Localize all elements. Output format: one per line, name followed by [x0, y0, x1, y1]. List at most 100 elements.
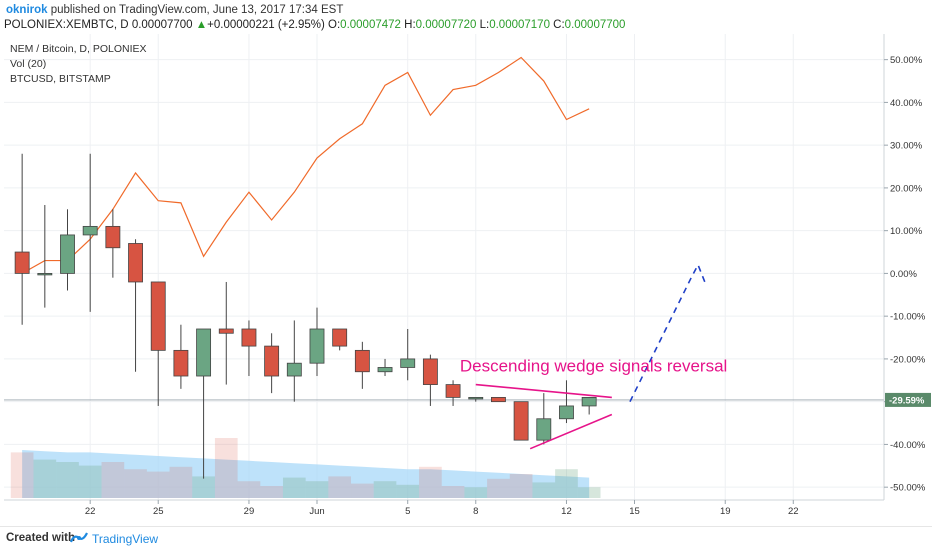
- current-price-tag: [885, 392, 931, 407]
- projection-arrow: [629, 262, 706, 403]
- volume-bar: [305, 481, 329, 498]
- footer: Created with TradingView: [0, 526, 932, 551]
- x-tick-label: 29: [244, 506, 255, 517]
- candle-body: [581, 396, 597, 407]
- volume-bar: [282, 477, 306, 498]
- volume-bar: [487, 478, 510, 498]
- candle-body: [491, 396, 506, 403]
- candle-body: [150, 281, 166, 351]
- candle-body: [14, 251, 30, 274]
- volume-bar: [419, 466, 442, 498]
- y-tick-label: -40.00%: [890, 440, 926, 451]
- up-arrow-icon: ▲: [195, 19, 208, 31]
- candle-body: [559, 405, 574, 420]
- volume-bar: [192, 476, 215, 498]
- x-tick-label: 19: [720, 506, 731, 517]
- chart-header: oknirok published on TradingView.com, Ju…: [0, 0, 932, 34]
- volume-bar: [33, 459, 57, 498]
- y-tick-label: -50.00%: [890, 483, 926, 494]
- candle-body: [82, 225, 98, 236]
- candle-body: [468, 396, 484, 400]
- author-link[interactable]: oknirok: [6, 4, 48, 16]
- volume-bar: [464, 487, 488, 498]
- volume-bar: [78, 465, 102, 498]
- y-tick-label: 0.00%: [890, 269, 917, 280]
- y-tick-label: 40.00%: [890, 98, 923, 109]
- volume-bar: [260, 486, 283, 498]
- volume-bar: [237, 481, 261, 498]
- wedge-lower-line: [529, 413, 613, 450]
- close-value: 0.00007700: [564, 19, 626, 31]
- volume-bar: [10, 452, 34, 498]
- candle-body: [309, 328, 325, 364]
- legend-item: BTCUSD, BITSTAMP: [10, 73, 111, 85]
- candle-body: [173, 349, 189, 377]
- volume-bar: [124, 469, 147, 498]
- publish-info: published on TradingView.com, June 13, 2…: [50, 4, 344, 16]
- tradingview-link[interactable]: TradingView: [92, 532, 159, 546]
- open-label: O:: [328, 19, 341, 31]
- price-chart[interactable]: Descending wedge signals reversal NEM / B…: [0, 34, 932, 526]
- y-tick-label: 50.00%: [890, 55, 923, 66]
- candle-body: [196, 328, 212, 377]
- legend-item: NEM / Bitcoin, D, POLONIEX: [10, 43, 147, 55]
- current-price-label: -29.59%: [889, 395, 925, 406]
- volume-bar: [169, 466, 193, 498]
- y-tick-label: 20.00%: [890, 183, 923, 194]
- x-tick-label: 15: [629, 506, 640, 517]
- candle-body: [37, 273, 53, 276]
- volume-bar: [214, 438, 238, 498]
- candle-body: [377, 367, 393, 373]
- volume-bar: [56, 462, 79, 498]
- volume-bar: [351, 483, 374, 498]
- candle-body: [128, 243, 143, 283]
- volume-bar: [373, 481, 397, 498]
- symbol-label: POLONIEX:XEMBTC, D: [4, 19, 129, 31]
- y-tick-label: 30.00%: [890, 141, 923, 152]
- btcusd-line: [21, 56, 590, 274]
- x-tick-label: 22: [788, 506, 799, 517]
- candle-body: [286, 362, 302, 377]
- y-tick-label: -20.00%: [890, 354, 926, 365]
- wedge-upper-line: [475, 383, 612, 399]
- volume-bar: [577, 487, 601, 498]
- x-tick-label: Jun: [309, 506, 324, 517]
- y-tick-label: 10.00%: [890, 226, 923, 237]
- volume-bar: [555, 469, 578, 498]
- volume-bar: [532, 482, 556, 498]
- ohlc-line: POLONIEX:XEMBTC, D 0.00007700 ▲+0.000002…: [4, 19, 625, 31]
- volume-ma-area: [22, 450, 590, 498]
- candle-body: [60, 234, 75, 274]
- volume-bar: [441, 486, 465, 498]
- low-value: 0.00007170: [489, 19, 550, 31]
- last-price: 0.00007700: [131, 19, 193, 31]
- candle-body: [400, 358, 416, 368]
- candle-body: [536, 418, 552, 441]
- x-tick-label: 5: [405, 506, 410, 517]
- volume-bar: [509, 474, 533, 498]
- low-label: L:: [479, 19, 490, 31]
- x-tick-label: 22: [85, 506, 96, 517]
- x-tick-label: 25: [153, 506, 164, 517]
- x-tick-label: 8: [473, 506, 478, 517]
- tradingview-logo-icon: [69, 531, 88, 550]
- volume-bar: [146, 471, 170, 498]
- publish-line: oknirok published on TradingView.com, Ju…: [6, 4, 343, 16]
- high-label: H:: [404, 19, 416, 31]
- y-tick-label: -10.00%: [890, 312, 926, 323]
- created-with-label: Created with: [6, 532, 76, 544]
- legend-item: Vol (20): [10, 58, 46, 70]
- candle-body: [332, 328, 348, 347]
- candle-body: [513, 401, 529, 441]
- candle-body: [354, 349, 370, 373]
- open-value: 0.00007472: [340, 19, 401, 31]
- volume-bar: [101, 462, 125, 498]
- candle-body: [218, 328, 234, 334]
- volume-bar: [328, 476, 352, 498]
- x-tick-label: 12: [561, 506, 572, 517]
- candle-body: [105, 225, 121, 249]
- close-label: C:: [553, 19, 565, 31]
- candle-body: [241, 328, 257, 347]
- volume-bar: [396, 484, 420, 498]
- wedge-annotation: Descending wedge signals reversal: [460, 357, 727, 376]
